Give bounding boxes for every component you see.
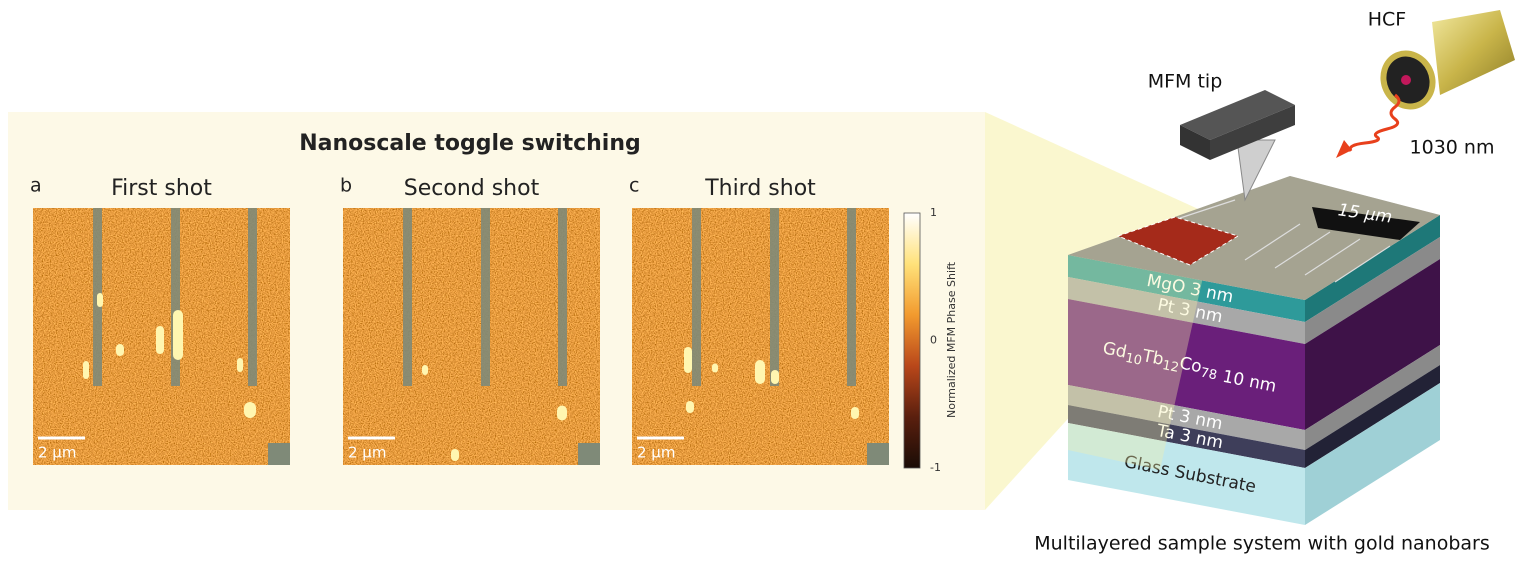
top-highlight bbox=[1068, 176, 1440, 300]
nanobar bbox=[248, 208, 257, 386]
formula-part: 12 bbox=[1161, 358, 1180, 376]
domain-spot bbox=[244, 402, 256, 418]
nanobars bbox=[1179, 199, 1391, 283]
nanobar bbox=[847, 208, 856, 386]
tip-label: MFM tip bbox=[1148, 71, 1223, 93]
colorbar-tick: 1 bbox=[930, 206, 937, 219]
layer-side bbox=[1305, 345, 1440, 450]
domain-spot bbox=[116, 344, 124, 356]
fiber-body bbox=[1432, 10, 1515, 95]
corner-debris bbox=[268, 443, 290, 465]
caption: Multilayered sample system with gold nan… bbox=[1034, 533, 1490, 555]
layer-side bbox=[1305, 215, 1440, 322]
domain-spot bbox=[156, 326, 164, 354]
scale-bar-label: 2 µm bbox=[637, 444, 675, 462]
nanobar bbox=[692, 208, 701, 386]
domain-spot bbox=[851, 407, 859, 419]
scale-box bbox=[1312, 207, 1420, 240]
formula-part: Gd bbox=[1101, 338, 1128, 362]
nanobar bbox=[770, 208, 779, 386]
colorbar bbox=[903, 212, 921, 469]
colorbar-label: Normalized MFM Phase Shift bbox=[945, 261, 958, 418]
panel-title: Third shot bbox=[704, 176, 816, 201]
front-highlight bbox=[1068, 255, 1205, 470]
laser-wave bbox=[1348, 93, 1401, 152]
layer-front bbox=[1068, 299, 1305, 430]
layer-side bbox=[1305, 237, 1440, 344]
switched-region bbox=[1116, 216, 1240, 266]
nanobar bbox=[403, 208, 412, 386]
panel-letter: b bbox=[340, 175, 352, 197]
panel-title: First shot bbox=[111, 176, 212, 201]
top-face bbox=[1068, 176, 1440, 300]
panel-title: Nanoscale toggle switching bbox=[299, 131, 641, 156]
nanobar bbox=[481, 208, 490, 386]
domain-spot bbox=[684, 347, 692, 373]
scale-bar-label: 2 µm bbox=[38, 444, 76, 462]
fiber-label: HCF bbox=[1368, 9, 1406, 31]
scale-bar-label: 2 µm bbox=[348, 444, 386, 462]
fiber-spot bbox=[1401, 75, 1411, 85]
layer-side bbox=[1305, 383, 1440, 525]
nanobar bbox=[558, 208, 567, 386]
layer-side bbox=[1305, 365, 1440, 468]
domain-spot bbox=[771, 370, 779, 384]
domain-spot bbox=[97, 293, 103, 307]
wavelength-label: 1030 nm bbox=[1410, 137, 1495, 159]
domain-spot bbox=[712, 363, 718, 373]
layer-front bbox=[1068, 423, 1305, 525]
formula-part: 78 bbox=[1199, 365, 1218, 383]
formula-part: 10 bbox=[1124, 350, 1143, 368]
layer-front bbox=[1068, 405, 1305, 468]
layer-front bbox=[1068, 385, 1305, 450]
tip-top bbox=[1180, 90, 1295, 140]
mfm-panels: a First shot 2 µm b Second shot 2 µm c Third sh… bbox=[30, 175, 889, 465]
laser-arrowhead bbox=[1336, 140, 1352, 158]
domain-spot bbox=[755, 360, 765, 384]
domain-spot bbox=[173, 310, 183, 360]
nanobar bbox=[171, 208, 180, 386]
tip-side bbox=[1180, 125, 1210, 160]
domain-spot bbox=[557, 405, 567, 421]
corner-debris bbox=[578, 443, 600, 465]
layer-side bbox=[1305, 259, 1440, 430]
panel-title: Second shot bbox=[404, 176, 540, 201]
panel-letter: c bbox=[629, 175, 639, 197]
colorbar-tick: 0 bbox=[930, 334, 937, 347]
mfm-image bbox=[343, 208, 600, 465]
layer-front bbox=[1068, 277, 1305, 344]
tip-front bbox=[1210, 105, 1295, 160]
formula-part: Tb bbox=[1140, 346, 1166, 370]
corner-debris bbox=[867, 443, 889, 465]
domain-spot bbox=[237, 358, 243, 372]
domain-spot bbox=[422, 365, 428, 375]
mfm-image bbox=[632, 208, 889, 465]
domain-spot bbox=[686, 401, 694, 413]
domain-spot bbox=[451, 449, 459, 461]
domain-spot bbox=[83, 361, 89, 379]
layer-front bbox=[1068, 255, 1305, 322]
panel-letter: a bbox=[30, 175, 42, 197]
formula-part: Co bbox=[1178, 353, 1204, 377]
colorbar-tick: -1 bbox=[930, 461, 941, 474]
